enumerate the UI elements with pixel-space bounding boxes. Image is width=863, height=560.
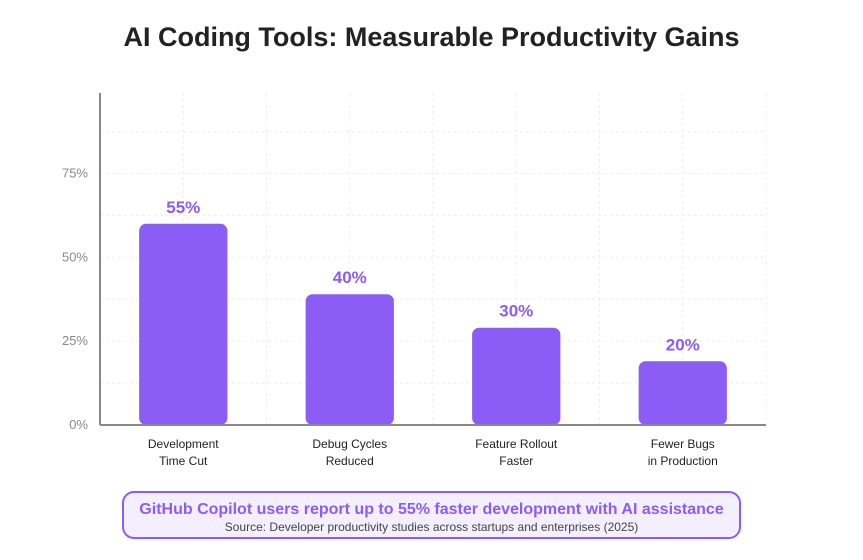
bar — [638, 361, 727, 425]
chart-title: AI Coding Tools: Measurable Productivity… — [123, 22, 740, 52]
y-tick-label: 0% — [69, 417, 88, 432]
bar — [472, 327, 561, 425]
y-axis-ticks: 0% 25% 50% 75% — [62, 165, 88, 432]
callout-headline: GitHub Copilot users report up to 55% fa… — [139, 501, 724, 518]
category-label: Debug Cycles — [312, 437, 387, 451]
category-label: Development — [148, 437, 219, 451]
category-label: Time Cut — [159, 454, 208, 468]
bar-value-label: 30% — [499, 302, 533, 321]
bar-chart: 0% 25% 50% 75% 55% 40% 30% 20% Development Time… — [62, 93, 767, 468]
bar-value-label: 55% — [166, 198, 200, 217]
bar-value-label: 40% — [333, 268, 367, 287]
data-labels: 55% 40% 30% 20% — [166, 198, 700, 354]
category-label: Faster — [499, 454, 533, 468]
callout-box: GitHub Copilot users report up to 55% fa… — [122, 491, 741, 539]
y-tick-label: 50% — [62, 249, 88, 264]
bar-value-label: 20% — [666, 335, 700, 354]
bar — [305, 294, 394, 425]
category-label: Feature Rollout — [475, 437, 558, 451]
y-tick-label: 25% — [62, 333, 88, 348]
bars — [139, 223, 727, 425]
y-tick-label: 75% — [62, 165, 88, 180]
bar — [139, 223, 228, 425]
callout-source: Source: Developer productivity studies a… — [224, 520, 639, 534]
category-label: Fewer Bugs — [651, 437, 715, 451]
category-label: in Production — [648, 454, 718, 468]
category-labels: Development Time Cut Debug Cycles Reduced Fe… — [148, 437, 718, 468]
category-label: Reduced — [326, 454, 374, 468]
